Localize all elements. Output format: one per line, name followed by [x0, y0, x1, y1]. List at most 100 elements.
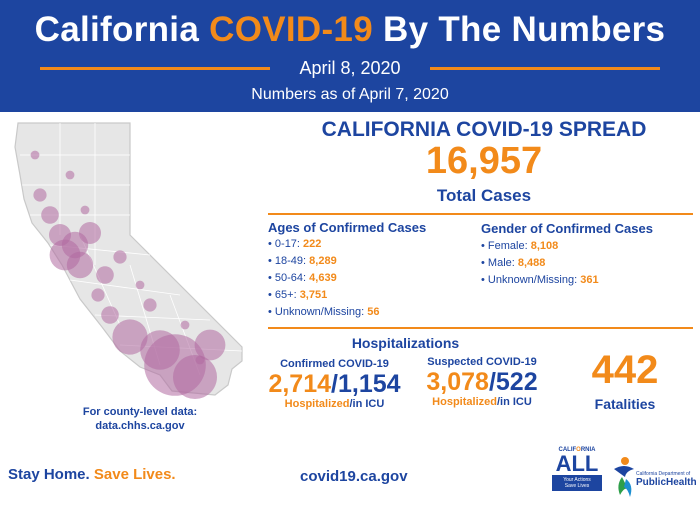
logo-text-highlight: O: [576, 447, 581, 453]
item-value: 56: [367, 306, 380, 318]
list-item: • Unknown/Missing: 56: [268, 304, 379, 321]
list-item: • Male: 8,488: [481, 255, 599, 272]
case-bubble: [30, 150, 40, 160]
confirmed-hospitalized: 2,714: [268, 370, 332, 398]
ca-all-top-text: CALIFORNIA: [552, 447, 602, 453]
tagline-line1: Your Actions: [563, 477, 591, 483]
california-map: [14, 122, 243, 399]
case-bubble: [96, 266, 114, 284]
separator: /: [331, 370, 338, 398]
separator: /: [488, 368, 496, 396]
case-bubble: [140, 330, 180, 370]
tagline-line2: Save Lives: [564, 483, 590, 489]
case-bubble: [80, 205, 90, 215]
confirmed-foot: Hospitalized/in ICU: [262, 398, 407, 410]
gender-title: Gender of Confirmed Cases: [481, 221, 653, 236]
confirmed-block: Confirmed COVID-19 2,714/1,154 Hospitali…: [262, 358, 407, 410]
cdph-figure-icon: [614, 457, 634, 497]
case-bubble: [41, 206, 59, 224]
case-bubble: [113, 250, 127, 264]
item-label: • Male:: [481, 257, 515, 269]
numbers-as-of: Numbers as of April 7, 2020: [251, 86, 449, 103]
case-bubble: [135, 280, 145, 290]
header-banner: California COVID-19 By The Numbers April…: [0, 0, 700, 112]
item-label: • Unknown/Missing:: [481, 274, 578, 286]
title-part2: By The Numbers: [383, 10, 666, 49]
case-bubbles: [30, 150, 226, 399]
item-label: • 65+:: [268, 289, 297, 301]
list-item: • 50-64: 4,639: [268, 270, 379, 287]
item-value: 8,108: [530, 240, 559, 252]
ca-all-tagline: Your Actions Save Lives: [552, 475, 602, 491]
ca-all-word: ALL: [555, 451, 599, 476]
total-cases-label: Total Cases: [436, 186, 532, 205]
hospitalizations-title: Hospitalizations: [351, 335, 460, 351]
case-bubble: [49, 224, 71, 246]
right-divider: [430, 67, 660, 70]
title-highlight: COVID-19: [209, 10, 373, 49]
stay-home-text: Stay Home.: [8, 466, 90, 483]
cdph-logo: California Department of PublicHealth: [612, 455, 700, 505]
item-value: 8,289: [309, 255, 337, 267]
page-title: California COVID-19 By The Numbers: [0, 10, 700, 50]
item-label: • 18-49:: [268, 255, 307, 267]
report-date: April 8, 2020: [299, 58, 401, 78]
case-bubble: [143, 298, 157, 312]
county-data-note: For county-level data: data.chhs.ca.gov: [65, 405, 215, 433]
county-note-line1: For county-level data:: [82, 406, 198, 418]
case-bubble: [91, 288, 105, 302]
case-bubble: [33, 188, 47, 202]
item-label: • 0-17:: [268, 238, 300, 250]
case-bubble: [65, 170, 75, 180]
fatalities-label: Fatalities: [594, 396, 656, 412]
suspected-block: Suspected COVID-19 3,078/522 Hospitalize…: [412, 356, 552, 408]
suspected-icu: 522: [495, 368, 538, 396]
item-label: • Unknown/Missing:: [268, 306, 365, 318]
case-bubble: [173, 355, 217, 399]
item-value: 222: [303, 238, 322, 250]
case-bubble: [194, 329, 226, 361]
cdph-line1: California Department of: [636, 471, 691, 477]
foot-icu: /in ICU: [496, 396, 532, 408]
item-value: 3,751: [299, 289, 328, 301]
item-value: 361: [580, 274, 599, 286]
confirmed-label: Confirmed COVID-19: [280, 358, 389, 370]
covid-site-link[interactable]: covid19.ca.gov: [300, 468, 408, 485]
suspected-foot: Hospitalized/in ICU: [412, 396, 552, 408]
hospital-divider: [268, 327, 693, 329]
spread-title: CALIFORNIA COVID-19 SPREAD: [321, 118, 647, 141]
ages-title: Ages of Confirmed Cases: [268, 220, 427, 235]
item-label: • Female:: [481, 240, 528, 252]
foot-hospitalized: Hospitalized: [284, 398, 350, 410]
case-bubble: [112, 319, 148, 355]
left-divider: [40, 67, 270, 70]
suspected-label: Suspected COVID-19: [427, 356, 537, 368]
county-data-link[interactable]: data.chhs.ca.gov: [95, 420, 185, 432]
confirmed-values: 2,714/1,154: [262, 370, 407, 398]
gender-list: • Female: 8,108 • Male: 8,488 • Unknown/…: [481, 238, 599, 289]
item-value: 4,639: [309, 272, 337, 284]
case-bubble: [180, 320, 190, 330]
cdph-line2: PublicHealth: [636, 477, 697, 488]
case-bubble: [66, 251, 94, 279]
california-all-logo: CALIFORNIA ALL Your Actions Save Lives: [552, 447, 602, 509]
list-item: • 65+: 3,751: [268, 287, 379, 304]
item-label: • 50-64:: [268, 272, 307, 284]
suspected-values: 3,078/522: [412, 368, 552, 396]
stay-home-slogan: Stay Home. Save Lives.: [8, 466, 176, 483]
case-bubble: [195, 355, 205, 365]
save-lives-text: Save Lives.: [93, 466, 176, 483]
case-bubble: [79, 222, 101, 244]
foot-hospitalized: Hospitalized: [432, 396, 497, 408]
title-part1: California: [34, 10, 200, 49]
total-cases-value: 16,957: [425, 140, 543, 182]
fatalities-value: 442: [591, 348, 659, 392]
confirmed-icu: 1,154: [337, 370, 401, 398]
list-item: • Unknown/Missing: 361: [481, 272, 599, 289]
list-item: • Female: 8,108: [481, 238, 599, 255]
logo-text: RNIA: [580, 447, 596, 453]
foot-icu: /in ICU: [349, 398, 385, 410]
case-bubble: [101, 306, 119, 324]
suspected-hospitalized: 3,078: [426, 368, 489, 396]
list-item: • 18-49: 8,289: [268, 253, 379, 270]
